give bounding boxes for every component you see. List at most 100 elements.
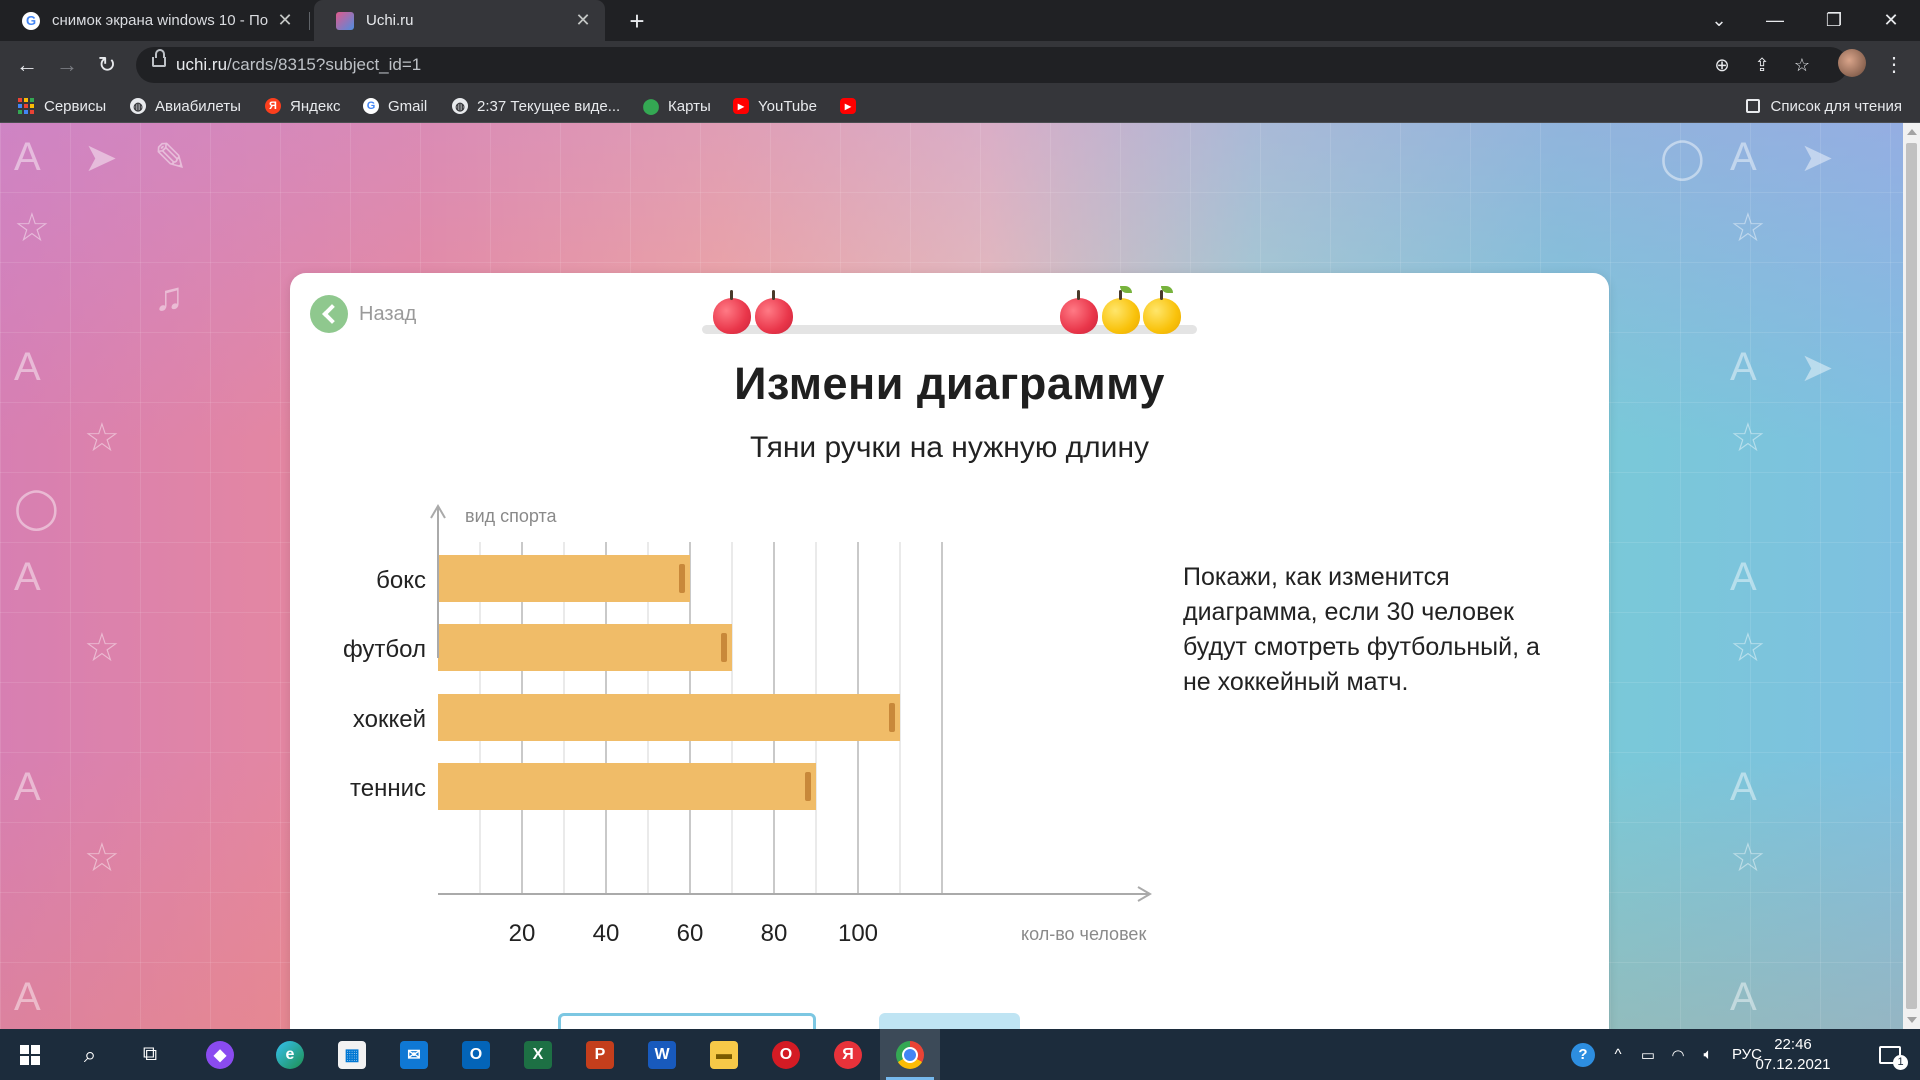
word-icon[interactable]: W	[632, 1029, 692, 1080]
star-icon: ☆	[84, 626, 120, 670]
chrome-icon[interactable]	[880, 1029, 940, 1080]
x-tick-40: 40	[593, 920, 620, 947]
restart-button[interactable]: Начать сначала	[558, 1013, 816, 1029]
youtube-icon: ▶	[733, 98, 749, 114]
maps-pin-icon: ⬤	[642, 98, 660, 115]
star-icon: ☆	[1730, 206, 1766, 250]
bookmark-maps[interactable]: ⬤ Карты	[642, 97, 711, 116]
bookmark-aviabilety[interactable]: ◍ Авиабилеты	[130, 95, 241, 117]
bookmark-gmail[interactable]: G Gmail	[363, 95, 427, 117]
close-window-button[interactable]: ✕	[1883, 10, 1899, 30]
bookmark-current-video[interactable]: ◍ 2:37 Текущее виде...	[452, 95, 620, 117]
bar-3	[438, 763, 816, 810]
globe-icon: ◍	[452, 98, 468, 114]
category-label-3: теннис	[350, 775, 426, 802]
done-button[interactable]: Готово	[879, 1013, 1020, 1029]
bookmark-youtube-2[interactable]: ▶	[840, 95, 856, 117]
task-prompt: Покажи, как изменится диаграмма, если 30…	[1183, 563, 1540, 696]
store-icon[interactable]: ▦	[322, 1029, 382, 1080]
menu-dots-icon[interactable]: ⋮	[1884, 53, 1904, 76]
reading-list-button[interactable]: Список для чтения	[1746, 95, 1902, 117]
new-tab-button[interactable]: +	[629, 5, 645, 36]
page-scrollbar[interactable]	[1903, 123, 1920, 1029]
pencil-icon: ✎	[154, 136, 188, 180]
close-tab-icon[interactable]: ✕	[277, 10, 293, 30]
bookmark-star-icon[interactable]: ☆	[1793, 54, 1811, 75]
tab-title: Uchi.ru	[366, 12, 414, 29]
task-card: Назад Измени диаграмму Тяни ручки на нуж…	[290, 273, 1609, 1029]
letter-a-icon: A	[14, 975, 41, 1019]
share-icon[interactable]: ⇪	[1754, 54, 1770, 75]
tab-uchi[interactable]: Uchi.ru ✕	[314, 0, 605, 41]
alice-icon[interactable]: ◆	[190, 1029, 250, 1080]
back-arrow-icon[interactable]: ←	[16, 52, 38, 77]
minimize-button[interactable]: —	[1766, 10, 1784, 30]
bar-2	[438, 694, 900, 741]
close-tab-icon[interactable]: ✕	[575, 10, 591, 30]
chart-bars	[438, 555, 900, 810]
page-background: A ➤ ✎ ☆ ♫ A ☆ ◯ A ☆ A ☆ A ◯ A ➤ ☆ A ➤ ☆ …	[0, 123, 1903, 1029]
bookmark-youtube[interactable]: ▶ YouTube	[733, 95, 817, 117]
lock-icon[interactable]	[152, 49, 166, 67]
bar-handle-3[interactable]	[805, 772, 811, 801]
y-axis-label: вид спорта	[465, 506, 558, 526]
address-bar[interactable]: uchi.ru/cards/8315?subject_id=1 ⊕ ⇪ ☆	[136, 47, 1848, 83]
star-icon: ☆	[1730, 416, 1766, 460]
letter-a-icon: A	[1730, 345, 1757, 389]
zoom-icon[interactable]: ⊕	[1714, 54, 1730, 75]
yandex-browser-icon[interactable]: Я	[818, 1029, 878, 1080]
bookmark-yandex[interactable]: Я Яндекс	[265, 95, 340, 117]
star-icon: ☆	[14, 206, 50, 250]
reading-list-icon	[1746, 99, 1761, 113]
yellow-apple-icon	[1143, 286, 1181, 334]
category-label-1: футбол	[343, 636, 426, 663]
uchi-icon	[336, 11, 354, 30]
task-view-icon[interactable]: ⧉	[142, 1043, 158, 1065]
mail-icon[interactable]: ✉	[384, 1029, 444, 1080]
x-tick-60: 60	[677, 920, 704, 947]
letter-a-icon: A	[1730, 765, 1757, 809]
notifications-icon[interactable]: 1	[1866, 1029, 1914, 1080]
bar-handle-1[interactable]	[721, 633, 727, 662]
back-button[interactable]: Назад	[310, 295, 416, 333]
powerpoint-icon[interactable]: P	[570, 1029, 630, 1080]
scroll-down-icon[interactable]	[1907, 1017, 1917, 1023]
category-label-0: бокс	[376, 567, 426, 594]
language-indicator[interactable]: РУС	[1731, 1046, 1763, 1063]
tab-search-chevron-icon[interactable]: ⌄	[1711, 10, 1727, 30]
edge-icon[interactable]: e	[260, 1029, 320, 1080]
profile-avatar[interactable]	[1838, 49, 1866, 77]
bookmarks-bar: Сервисы ◍ Авиабилеты Я Яндекс G Gmail ◍ …	[0, 89, 1920, 123]
tab-google-search[interactable]: G снимок экрана windows 10 - По ✕	[0, 0, 307, 41]
bar-handle-0[interactable]	[679, 564, 685, 593]
bar-0	[438, 555, 690, 602]
scroll-thumb[interactable]	[1906, 143, 1917, 1009]
forward-arrow-icon[interactable]: →	[56, 52, 78, 77]
bar-handle-2[interactable]	[889, 703, 895, 732]
star-icon: ☆	[1730, 836, 1766, 880]
maximize-button[interactable]: ❐	[1825, 10, 1843, 30]
url-text[interactable]: uchi.ru/cards/8315?subject_id=1	[176, 55, 422, 74]
reload-icon[interactable]: ↻	[97, 52, 117, 77]
star-icon: ☆	[1730, 626, 1766, 670]
outlook-icon[interactable]: O	[446, 1029, 506, 1080]
excel-icon[interactable]: X	[508, 1029, 568, 1080]
yandex-icon: Я	[265, 98, 281, 114]
help-icon[interactable]: ?	[1566, 1029, 1600, 1080]
wifi-icon[interactable]: ◠	[1671, 1046, 1685, 1064]
tab-strip: G снимок экрана windows 10 - По ✕ Uchi.r…	[0, 0, 1920, 41]
chevron-up-icon[interactable]: ^	[1614, 1046, 1622, 1063]
paper-plane-icon: ➤	[1800, 136, 1834, 180]
windows-start-icon[interactable]	[0, 1029, 60, 1080]
battery-icon[interactable]: ▭	[1640, 1046, 1656, 1064]
volume-icon[interactable]: 🔈︎	[1703, 1046, 1713, 1063]
clock[interactable]: 22:46 07.12.2021	[1738, 1035, 1848, 1075]
explorer-icon[interactable]: ▬	[694, 1029, 754, 1080]
opera-icon[interactable]: O	[756, 1029, 816, 1080]
browser-toolbar: ← → ↻ uchi.ru/cards/8315?subject_id=1 ⊕ …	[0, 41, 1920, 89]
category-label-2: хоккей	[353, 706, 426, 733]
scroll-up-icon[interactable]	[1907, 129, 1917, 135]
bookmark-services[interactable]: Сервисы	[18, 95, 106, 117]
search-icon[interactable]: ⌕	[83, 1041, 97, 1067]
red-apple-icon	[1060, 290, 1098, 334]
